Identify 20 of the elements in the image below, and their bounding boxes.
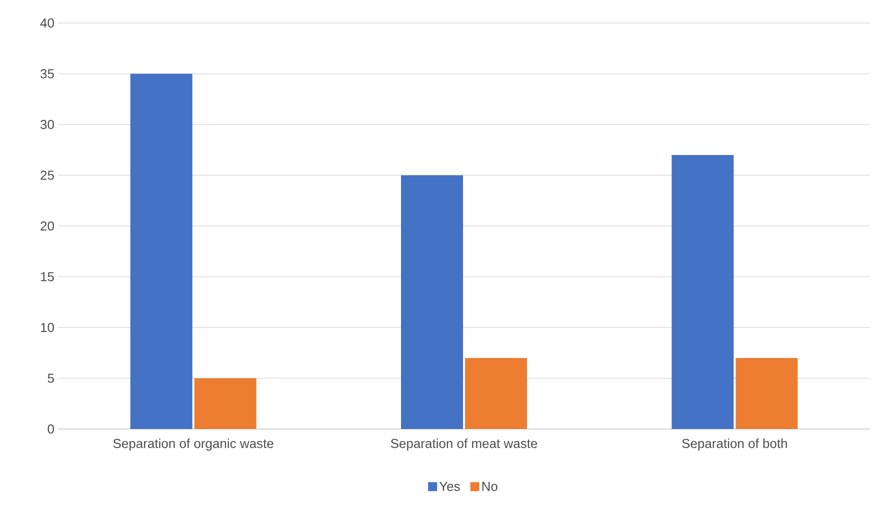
y-tick-label: 0: [48, 424, 54, 434]
bar: [465, 358, 528, 429]
y-tick-label: 20: [40, 221, 54, 231]
y-tick-label: 5: [48, 374, 54, 383]
bar: [401, 175, 464, 429]
legend-label: No: [482, 482, 498, 491]
legend-label: Yes: [439, 482, 460, 491]
bar: [736, 358, 798, 429]
y-tick-label: 25: [40, 170, 54, 180]
y-tick-label: 30: [40, 120, 54, 130]
y-tick-label: 10: [40, 322, 54, 332]
x-tick-label: Separation of meat waste: [390, 438, 538, 451]
x-tick-label: Separation of both: [682, 438, 787, 451]
x-tick-label: Separation of organic waste: [113, 438, 274, 451]
y-tick-label: 15: [40, 272, 54, 282]
y-tick-label: 35: [40, 69, 54, 78]
bar: [672, 154, 734, 429]
bar: [194, 378, 256, 429]
bar: [130, 74, 192, 429]
y-tick-label: 40: [40, 18, 54, 28]
